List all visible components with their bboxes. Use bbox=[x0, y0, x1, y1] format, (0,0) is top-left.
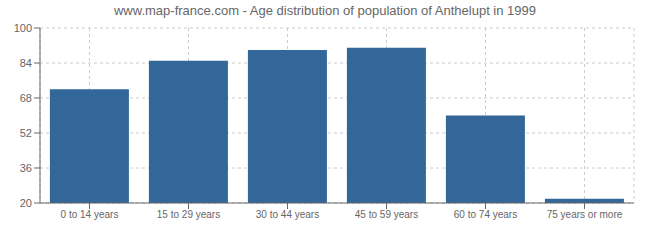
svg-text:68: 68 bbox=[20, 92, 32, 104]
svg-text:84: 84 bbox=[20, 57, 32, 69]
svg-text:36: 36 bbox=[20, 162, 32, 174]
svg-text:20: 20 bbox=[20, 197, 32, 209]
svg-text:75 years or more: 75 years or more bbox=[547, 209, 623, 220]
svg-text:45 to 59 years: 45 to 59 years bbox=[355, 209, 418, 220]
svg-text:0 to 14 years: 0 to 14 years bbox=[61, 209, 119, 220]
svg-text:100: 100 bbox=[14, 22, 32, 34]
svg-text:15 to 29 years: 15 to 29 years bbox=[157, 209, 220, 220]
html-text:www.map-france.com - Age distr: www.map-france.com - Age distribution of… bbox=[114, 3, 536, 18]
svg-text:60 to 74 years: 60 to 74 years bbox=[454, 209, 517, 220]
svg-text:52: 52 bbox=[20, 127, 32, 139]
svg-text:30 to 44 years: 30 to 44 years bbox=[256, 209, 319, 220]
